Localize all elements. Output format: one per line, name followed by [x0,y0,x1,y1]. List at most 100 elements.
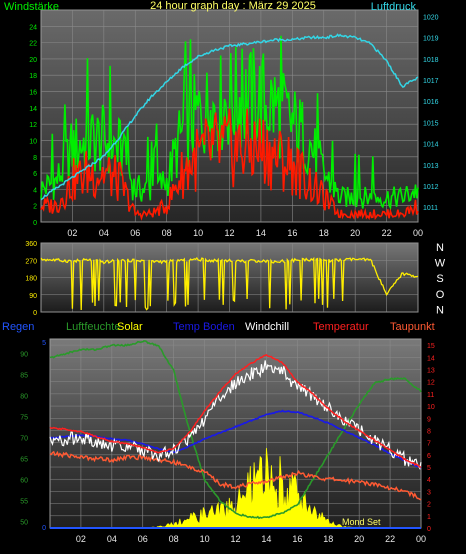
temperature-panel-ticks: 5055606570758085900501234567891011121314… [20,340,435,544]
legend-dewpoint: Taupunkt [390,321,435,333]
temperature-tick-label: 12 [427,380,435,387]
pressure-tick-label: 1016 [423,99,439,106]
time-tick-label: 02 [67,228,77,238]
wind-tick-label: 20 [29,57,37,64]
time-tick-label: 00 [416,534,426,544]
time-tick-label: 16 [287,228,297,238]
pressure-tick-label: 1015 [423,120,439,127]
wind-tick-label: 24 [29,24,37,31]
wind-tick-label: 8 [33,155,37,162]
compass-label: W [435,258,446,270]
pressure-tick-label: 1018 [423,57,439,64]
pressure-tick-label: 1012 [423,184,439,191]
time-tick-label: 08 [169,534,179,544]
humidity-tick-label: 55 [20,499,28,506]
direction-panel-series [40,256,419,311]
wind-tick-label: 16 [29,90,37,97]
legend: Regen Luftfeuchte Solar Temp Boden Windc… [2,321,435,333]
pressure-tick-label: 1011 [423,205,438,212]
direction-tick-label: 0 [33,310,37,317]
wind-panel-series [40,33,419,221]
humidity-tick-label: 90 [20,352,28,359]
time-tick-label: 06 [138,534,148,544]
legend-temperature: Temperatur [313,321,369,333]
temperature-tick-label: 13 [427,367,435,374]
pressure-tick-label: 1020 [423,14,439,21]
temperature-tick-label: 11 [427,392,434,399]
temperature-series [49,354,422,468]
time-tick-label: 14 [261,534,271,544]
wind-tick-label: 4 [33,187,37,194]
temperature-tick-label: 0 [427,526,431,533]
temperature-tick-label: 4 [427,477,431,484]
temperature-tick-label: 5 [427,465,431,472]
rain-tick-label: 0 [42,525,46,532]
pressure-tick-label: 1019 [423,36,439,43]
time-tick-label: 08 [162,228,172,238]
compass-label: N [436,242,444,254]
rain-tick-label: 5 [42,340,46,347]
time-tick-label: 22 [385,534,395,544]
temperature-tick-label: 9 [427,416,431,423]
wind-tick-label: 6 [33,171,37,178]
pressure-axis-label: Luftdruck [371,1,417,13]
compass-label: N [436,304,444,316]
soil-temperature-series [49,409,422,469]
pressure-tick-label: 1017 [423,78,439,85]
time-tick-label: 12 [230,534,240,544]
time-tick-label: 10 [200,534,210,544]
chart-title: 24 hour graph day : März 29 2025 [150,0,316,12]
wind-tick-label: 18 [29,73,37,80]
time-tick-label: 06 [130,228,140,238]
temperature-tick-label: 6 [427,453,431,460]
temperature-tick-label: 1 [427,514,431,521]
humidity-tick-label: 65 [20,457,28,464]
wind-average-series [40,108,419,221]
legend-soil-temp: Temp Boden [173,321,235,333]
legend-humidity: Luftfeuchte [66,321,120,333]
time-tick-label: 20 [350,228,360,238]
pressure-series [40,33,419,201]
temperature-tick-label: 10 [427,404,435,411]
humidity-tick-label: 70 [20,436,28,443]
humidity-tick-label: 80 [20,394,28,401]
time-tick-label: 02 [76,534,86,544]
humidity-tick-label: 85 [20,373,28,380]
temperature-tick-label: 8 [427,428,431,435]
direction-tick-label: 90 [29,293,37,300]
legend-rain: Regen [2,321,34,333]
temperature-tick-label: 14 [427,355,435,362]
temperature-tick-label: 3 [427,489,431,496]
wind-tick-label: 2 [33,204,37,211]
wind-tick-label: 12 [29,122,37,129]
time-tick-label: 18 [323,534,333,544]
wind-tick-label: 0 [33,220,37,227]
temperature-tick-label: 7 [427,441,431,448]
wind-direction-series [40,256,419,311]
direction-tick-label: 360 [25,241,37,248]
time-tick-label: 00 [413,228,423,238]
time-tick-label: 18 [319,228,329,238]
wind-panel-ticks: 0246810121416182022241011101210131014101… [29,14,438,238]
temperature-tick-label: 2 [427,502,431,509]
legend-solar: Solar [117,321,143,333]
wind-tick-label: 10 [29,138,37,145]
humidity-tick-label: 60 [20,478,28,485]
moon-set-annotation: Mond Set [342,517,381,527]
humidity-tick-label: 50 [20,520,28,527]
dewpoint-series [49,450,422,501]
compass-label: S [436,273,443,285]
pressure-tick-label: 1013 [423,163,439,170]
wind-tick-label: 22 [29,41,37,48]
time-tick-label: 04 [99,228,109,238]
pressure-tick-label: 1014 [423,142,439,149]
time-tick-label: 12 [224,228,234,238]
time-tick-label: 10 [193,228,203,238]
wind-tick-label: 14 [29,106,37,113]
time-tick-label: 16 [292,534,302,544]
direction-tick-label: 180 [25,276,37,283]
time-tick-label: 14 [256,228,266,238]
time-tick-label: 04 [107,534,117,544]
